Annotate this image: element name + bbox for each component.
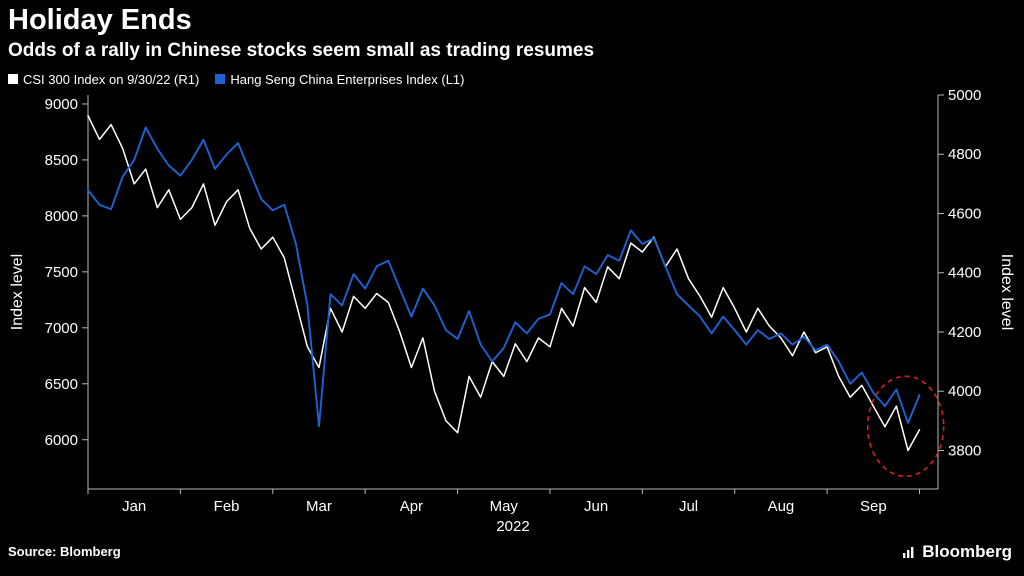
chart-canvas: 6000 6500 7000 7500 8000 8500 9000 3800 4000 4200… [9,87,1015,535]
left-axis-tick-label: 6500 [45,376,78,393]
left-axis-tick-label: 8000 [45,208,78,225]
left-axis-tick-label: 6000 [45,432,78,449]
csi300-swatch [8,74,18,85]
chart-legend: CSI 300 Index on 9/30/22 (R1) Hang Seng … [8,72,1024,87]
left-axis-tick-label: 7500 [45,264,78,281]
x-axis-tick-label: Apr [400,498,423,515]
x-axis-tick-label: Jun [584,498,608,515]
page-title: Holiday Ends [8,4,192,36]
legend-label-csi300: CSI 300 Index on 9/30/22 (R1) [23,71,200,87]
right-axis-tick-label: 4800 [948,146,981,163]
csi300-line [87,114,921,452]
x-axis-tick-label: Feb [214,498,240,515]
x-axis-caption: 2022 [496,518,529,535]
bar-chart-icon [903,546,914,558]
right-axis-title: Index level [998,254,1015,331]
bloomberg-logo-text: Bloomberg [922,541,1012,561]
x-axis-tick-label: Jan [122,498,146,515]
right-axis-tick-label: 3800 [948,442,981,459]
left-axis-tick-label: 7000 [45,320,78,337]
x-axis-tick-label: May [490,498,519,515]
source-text: Source: Blomberg [8,544,121,560]
left-axis-title: Index level [9,254,26,331]
left-axis-tick-label: 9000 [45,96,78,113]
left-axis-tick-label: 8500 [45,152,78,169]
right-axis-tick-label: 4200 [948,324,981,341]
legend-label-hscei: Hang Seng China Enterprises Index (L1) [230,71,465,87]
bloomberg-logo: Bloomberg [902,542,1012,562]
legend-item-csi300: CSI 300 Index on 9/30/22 (R1) [8,72,199,87]
right-axis-tick-label: 4000 [948,383,981,400]
right-axis-tick-label: 4400 [948,265,981,282]
highlight-circle-annotation [866,375,945,477]
right-axis-tick-label: 5000 [948,87,981,104]
legend-item-hscei: Hang Seng China Enterprises Index (L1) [215,72,464,87]
x-axis-tick-label: Jul [679,498,698,515]
hscei-swatch [215,74,226,85]
x-axis-tick-label: Sep [860,498,887,515]
right-axis-tick-label: 4600 [948,205,981,222]
x-axis-tick-label: Aug [768,498,795,515]
hscei-line [87,126,921,428]
chart-footer: Source: Blomberg Bloomberg [0,539,1024,567]
chart-subtitle: Odds of a rally in Chinese stocks seem s… [8,39,595,61]
chart-header: Holiday Ends Odds of a rally in Chinese … [0,0,1024,62]
x-axis-tick-label: Mar [306,498,332,515]
